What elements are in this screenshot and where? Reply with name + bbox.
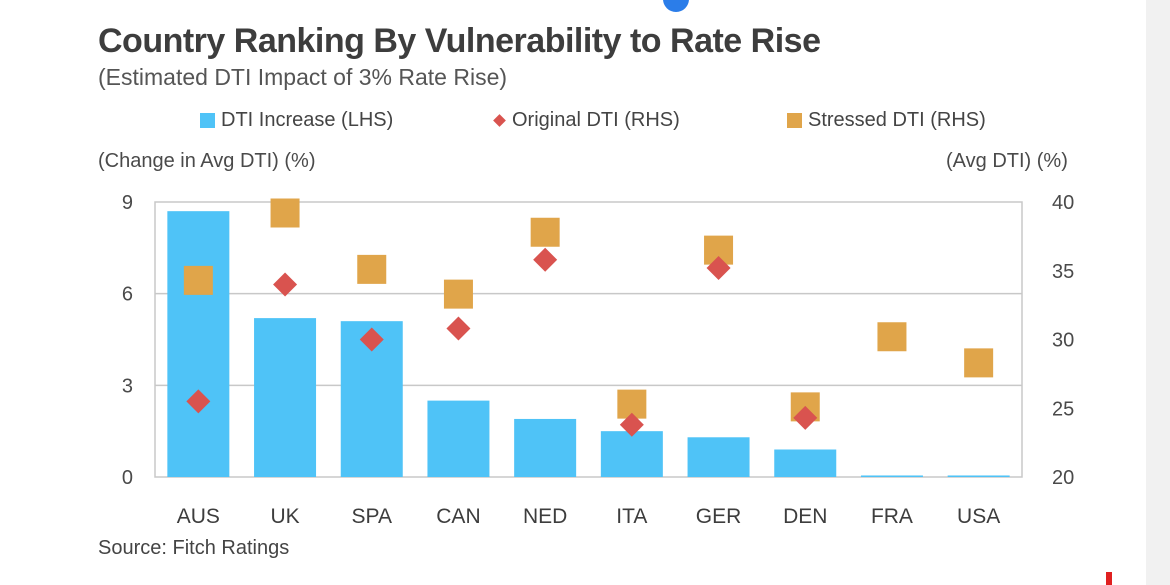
point-stressed-dti [530,217,560,247]
point-original-dti [533,247,558,272]
right-tick-label: 30 [1052,330,1074,352]
right-axis-title: (Avg DTI) (%) [946,150,1068,172]
category-label: FRA [871,505,913,528]
scrollbar-strip[interactable] [1146,0,1170,585]
point-original-dti [793,405,818,430]
left-tick-label: 0 [122,467,133,489]
right-tick-label: 35 [1052,261,1074,283]
point-stressed-dti [964,348,994,378]
bar-dti-increase [687,437,750,477]
category-label: CAN [436,505,480,528]
legend-label-stressed-dti: Stressed DTI (RHS) [808,108,986,131]
category-label: DEN [783,505,827,528]
left-tick-label: 6 [122,284,133,306]
category-label: SPA [352,505,392,528]
legend-label-original-dti: Original DTI (RHS) [512,108,680,131]
point-stressed-dti [270,198,300,228]
right-tick-label: 25 [1052,398,1074,420]
category-label: ITA [616,505,647,528]
category-label: GER [696,505,742,528]
point-original-dti [273,272,298,297]
category-label: AUS [177,505,220,528]
left-tick-label: 3 [122,375,133,397]
bar-dti-increase [947,475,1010,477]
legend-item-dti-increase: DTI Increase (LHS) [200,105,393,135]
bar-dti-increase [167,211,230,477]
legend-swatch-square [787,112,802,128]
right-tick-label: 40 [1052,192,1074,214]
point-stressed-dti [183,265,213,295]
red-marker [1106,572,1112,585]
point-stressed-dti [877,322,907,352]
legend-label-dti-increase: DTI Increase (LHS) [221,108,394,131]
category-label: USA [957,505,1000,528]
point-original-dti [446,316,471,341]
point-original-dti [706,256,731,280]
bar-dti-increase [774,449,837,477]
point-original-dti [186,389,211,414]
chart-subtitle: (Estimated DTI Impact of 3% Rate Rise) [98,64,508,90]
bar-dti-increase [427,400,490,477]
legend-item-original-dti: Original DTI (RHS) [493,105,680,135]
point-stressed-dti [443,279,473,309]
point-stressed-dti [357,254,387,284]
bar-dti-increase [254,318,317,477]
blue-dot-indicator [663,0,689,12]
chart-title: Country Ranking By Vulnerability to Rate… [98,22,821,60]
left-tick-label: 9 [122,192,133,214]
category-label: NED [523,505,567,528]
plot-frame [154,201,1023,478]
left-axis-title: (Change in Avg DTI) (%) [98,150,316,172]
right-tick-label: 20 [1052,467,1074,489]
point-original-dti [359,327,384,352]
bar-dti-increase [600,431,663,477]
legend-swatch-bar [200,112,215,128]
legend-item-stressed-dti: Stressed DTI (RHS) [787,105,986,135]
category-label: UK [270,505,299,528]
source-note: Source: Fitch Ratings [98,537,290,559]
bar-dti-increase [860,475,923,477]
bar-dti-increase [514,418,577,477]
point-original-dti [619,412,644,437]
